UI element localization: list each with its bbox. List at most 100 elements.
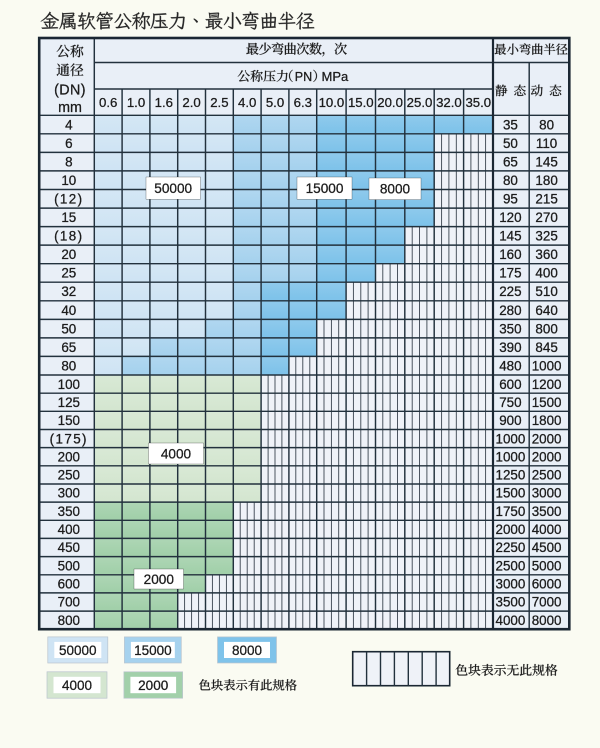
svg-text:50: 50 xyxy=(503,136,518,151)
svg-text:65: 65 xyxy=(61,340,76,355)
svg-text:(12): (12) xyxy=(54,192,83,207)
svg-text:700: 700 xyxy=(58,595,80,610)
svg-text:0.6: 0.6 xyxy=(99,95,117,110)
svg-text:1500: 1500 xyxy=(532,395,562,410)
svg-text:640: 640 xyxy=(535,303,557,318)
svg-text:350: 350 xyxy=(499,321,521,336)
svg-text:15: 15 xyxy=(61,210,76,225)
svg-text:PN: PN xyxy=(295,70,312,84)
svg-text:4000: 4000 xyxy=(532,522,562,537)
svg-text:480: 480 xyxy=(499,358,521,373)
svg-text:1500: 1500 xyxy=(496,486,526,501)
svg-text:120: 120 xyxy=(499,210,521,225)
svg-text:215: 215 xyxy=(535,192,557,207)
svg-text:4500: 4500 xyxy=(532,540,562,555)
svg-text:32: 32 xyxy=(61,284,76,299)
svg-text:32.0: 32.0 xyxy=(436,95,462,110)
svg-text:2250: 2250 xyxy=(496,540,526,555)
svg-text:4000: 4000 xyxy=(496,613,526,628)
svg-text:2000: 2000 xyxy=(496,522,526,537)
svg-text:1800: 1800 xyxy=(532,413,562,428)
svg-text:6000: 6000 xyxy=(532,577,562,592)
svg-text:8000: 8000 xyxy=(232,643,262,658)
svg-text:15000: 15000 xyxy=(306,181,344,196)
svg-text:2500: 2500 xyxy=(532,468,562,483)
svg-text:600: 600 xyxy=(499,377,521,392)
svg-text:325: 325 xyxy=(535,229,557,244)
svg-text:2000: 2000 xyxy=(532,449,562,464)
svg-text:2000: 2000 xyxy=(532,431,562,446)
svg-text:15000: 15000 xyxy=(134,643,172,658)
svg-text:510: 510 xyxy=(535,284,557,299)
svg-text:50000: 50000 xyxy=(154,181,192,196)
svg-text:20: 20 xyxy=(61,247,76,262)
svg-text:(DN): (DN) xyxy=(54,82,86,98)
svg-text:6: 6 xyxy=(65,136,72,151)
svg-text:360: 360 xyxy=(535,247,557,262)
svg-text:8000: 8000 xyxy=(380,182,411,197)
svg-text:160: 160 xyxy=(499,247,521,262)
svg-text:400: 400 xyxy=(535,266,557,281)
svg-text:MPa: MPa xyxy=(322,69,350,84)
svg-text:1250: 1250 xyxy=(496,468,526,483)
svg-text:50000: 50000 xyxy=(59,643,97,658)
svg-text:1750: 1750 xyxy=(496,504,526,519)
svg-text:80: 80 xyxy=(61,358,76,373)
svg-text:8: 8 xyxy=(65,154,72,169)
svg-text:2.0: 2.0 xyxy=(182,95,200,110)
svg-text:5.0: 5.0 xyxy=(266,95,284,110)
svg-text:750: 750 xyxy=(499,395,521,410)
svg-text:600: 600 xyxy=(58,577,80,592)
svg-text:150: 150 xyxy=(58,413,80,428)
svg-text:145: 145 xyxy=(535,154,557,169)
svg-text:1000: 1000 xyxy=(532,358,562,373)
svg-text:10: 10 xyxy=(61,173,76,188)
svg-text:4: 4 xyxy=(65,117,73,132)
svg-text:25.0: 25.0 xyxy=(407,95,433,110)
svg-text:3000: 3000 xyxy=(532,486,562,501)
svg-text:7000: 7000 xyxy=(532,595,562,610)
svg-text:390: 390 xyxy=(499,340,521,355)
svg-text:200: 200 xyxy=(58,449,80,464)
svg-text:(18): (18) xyxy=(54,229,83,244)
svg-text:35.0: 35.0 xyxy=(465,95,491,110)
svg-text:800: 800 xyxy=(535,321,557,336)
svg-text:mm: mm xyxy=(58,100,82,116)
svg-text:50: 50 xyxy=(61,321,76,336)
svg-text:(175): (175) xyxy=(50,431,88,446)
svg-text:3500: 3500 xyxy=(532,504,562,519)
svg-text:250: 250 xyxy=(58,468,80,483)
svg-text:2000: 2000 xyxy=(138,678,168,693)
svg-text:65: 65 xyxy=(503,154,518,169)
svg-text:500: 500 xyxy=(58,558,80,573)
svg-text:800: 800 xyxy=(58,613,80,628)
svg-text:280: 280 xyxy=(499,303,521,318)
svg-text:300: 300 xyxy=(58,486,80,501)
svg-text:2000: 2000 xyxy=(144,572,175,587)
svg-text:225: 225 xyxy=(499,284,521,299)
svg-text:2.5: 2.5 xyxy=(210,95,228,110)
svg-text:2500: 2500 xyxy=(496,558,526,573)
svg-text:3000: 3000 xyxy=(496,577,526,592)
svg-text:10.0: 10.0 xyxy=(319,95,345,110)
svg-text:80: 80 xyxy=(539,117,554,132)
svg-text:1000: 1000 xyxy=(496,431,526,446)
svg-text:400: 400 xyxy=(58,522,80,537)
svg-text:40: 40 xyxy=(61,303,76,318)
svg-text:15.0: 15.0 xyxy=(348,95,374,110)
svg-text:6.3: 6.3 xyxy=(294,95,312,110)
svg-text:900: 900 xyxy=(499,413,521,428)
svg-text:450: 450 xyxy=(58,540,80,555)
svg-text:8000: 8000 xyxy=(532,613,562,628)
svg-text:95: 95 xyxy=(503,192,518,207)
svg-text:4.0: 4.0 xyxy=(238,95,256,110)
svg-text:4000: 4000 xyxy=(62,678,92,693)
svg-text:270: 270 xyxy=(535,210,557,225)
svg-text:145: 145 xyxy=(499,229,521,244)
svg-text:20.0: 20.0 xyxy=(377,95,403,110)
svg-text:180: 180 xyxy=(535,173,557,188)
svg-text:350: 350 xyxy=(58,504,80,519)
svg-text:80: 80 xyxy=(503,173,518,188)
svg-text:3500: 3500 xyxy=(496,595,526,610)
svg-text:100: 100 xyxy=(58,377,80,392)
